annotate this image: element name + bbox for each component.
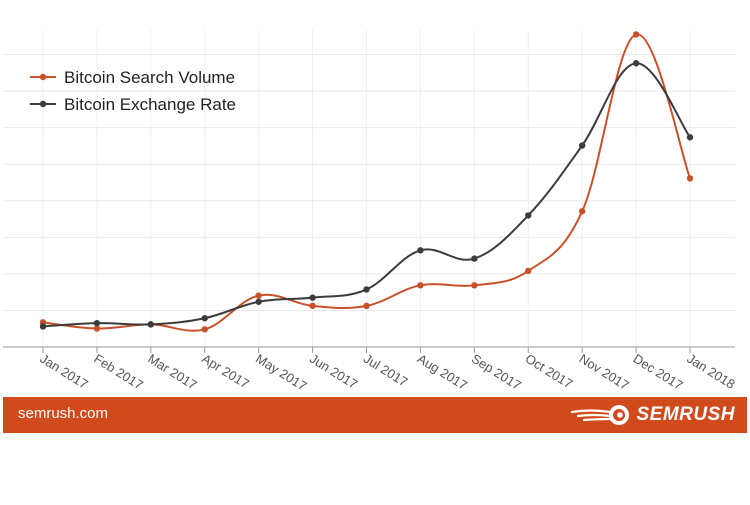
series-point-1 <box>525 212 532 219</box>
x-tick-label: Jul 2017 <box>361 351 411 390</box>
series-point-0 <box>255 292 262 299</box>
series-point-0 <box>686 175 694 182</box>
series-point-1 <box>255 298 262 305</box>
x-tick-label: Jun 2017 <box>307 351 360 392</box>
series-point-0 <box>309 302 316 310</box>
series-point-1 <box>39 323 47 330</box>
x-tick-label: Nov 2017 <box>577 351 632 393</box>
semrush-logo: SEMRUSH <box>570 402 735 428</box>
series-point-0 <box>632 31 640 38</box>
series-point-0 <box>525 267 532 275</box>
x-tick-label: Feb 2017 <box>91 351 146 393</box>
series-point-0 <box>578 208 586 215</box>
legend-label-1: Bitcoin Exchange Rate <box>64 95 236 114</box>
footer-bar: semrush.com SEMRUSH <box>3 397 747 433</box>
series-point-1 <box>578 142 586 149</box>
series-point-1 <box>363 286 370 293</box>
series-point-1 <box>201 315 208 322</box>
x-tick-label: Apr 2017 <box>199 351 252 392</box>
legend-label-0: Bitcoin Search Volume <box>64 68 235 87</box>
series-line-1 <box>42 62 691 328</box>
series-point-1 <box>147 321 155 328</box>
series-point-0 <box>93 325 101 332</box>
x-tick-label: Oct 2017 <box>523 351 576 392</box>
x-tick-label: Mar 2017 <box>145 351 200 393</box>
series-point-1 <box>309 294 316 301</box>
x-tick-label: Jan 2017 <box>37 351 90 392</box>
series-point-1 <box>417 247 424 254</box>
legend-marker-1 <box>39 100 47 108</box>
fireball-icon <box>571 405 630 425</box>
footer-site-link[interactable]: semrush.com <box>18 405 109 422</box>
series-point-0 <box>201 326 208 333</box>
x-tick-label: May 2017 <box>253 351 309 394</box>
series-point-0 <box>417 282 424 289</box>
brand-wordmark: SEMRUSH <box>636 404 735 425</box>
x-tick-label: Sep 2017 <box>469 351 524 393</box>
legend-marker-0 <box>39 73 47 81</box>
series-point-1 <box>632 60 640 67</box>
series-point-1 <box>686 134 694 141</box>
x-tick-label: Dec 2017 <box>630 351 685 393</box>
series-point-0 <box>363 302 370 310</box>
x-tick-label: Jan 2018 <box>684 351 737 392</box>
x-tick-label: Aug 2017 <box>415 351 470 393</box>
series-point-0 <box>471 282 478 289</box>
series-point-1 <box>471 255 478 262</box>
series-point-1 <box>93 319 101 327</box>
